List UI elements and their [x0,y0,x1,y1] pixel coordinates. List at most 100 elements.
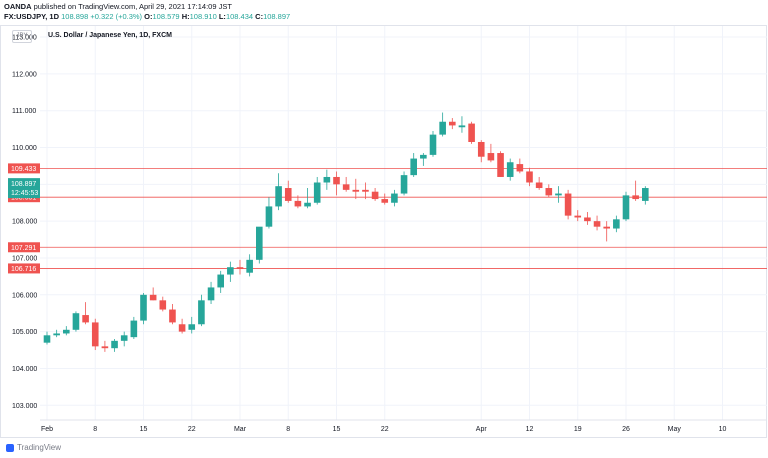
price-change: +0.322 (+0.3%) [90,12,143,21]
x-tick-label: 22 [188,426,196,433]
publish-details: published on TradingView.com, April 29, … [33,2,232,11]
footer-brand: TradingView [17,443,62,452]
candle-body [217,274,224,288]
level-tag-label: 107.291 [11,245,36,252]
candle-body [91,322,99,347]
candle-body [391,193,398,203]
candle-body [506,162,514,177]
level-tag [8,163,40,174]
candle-body [593,221,601,227]
candle-body [236,267,244,270]
high-label: H: [181,12,190,21]
y-axis: 113.000112.000111.000110.000109.000108.0… [12,35,37,410]
candle-body [487,153,495,161]
x-tick-label: 15 [333,426,341,433]
candle-body [477,141,485,157]
x-tick-label: Mar [234,426,247,433]
level-tag-label: 108.651 [11,195,36,202]
candle-body [381,199,389,203]
candle-body [130,320,138,338]
candle-body [400,175,408,194]
level-tag-label: 109.433 [11,166,36,173]
candle-body [149,294,157,301]
candle-body [43,335,51,343]
candle-body [429,134,437,155]
level-tag [8,242,40,253]
candle-body [362,189,369,192]
low-value: 108.434 [225,12,254,21]
price-tags: 109.433 108.651 107.291 106.716 108.897 12:45… [8,163,40,274]
x-tick-label: 8 [93,426,97,433]
low-label: L: [218,12,226,21]
candle-body [72,313,80,330]
level-tag-label: 106.716 [11,266,36,273]
candle-body [622,195,630,220]
candle-body [535,182,543,189]
close-value: 108.897 [263,12,291,21]
candle-body [420,154,427,159]
y-tick-label: 106.000 [12,292,37,299]
y-tick-label: 112.000 [12,71,37,78]
candle-body [410,158,417,176]
chart-title: U.S. Dollar / Japanese Yen, 1D, FXCM [48,32,172,39]
candle-body [169,309,176,323]
candles [43,112,649,352]
candle-body [275,186,282,207]
candle-body [458,125,466,128]
candle-body [564,193,572,216]
level-tag [8,263,40,274]
high-value: 108.910 [189,12,217,21]
y-tick-label: 113.000 [12,35,37,42]
candle-body [313,182,321,203]
current-price-label: 108.897 [11,181,36,188]
candle-body [526,171,533,183]
x-tick-label: Feb [41,426,53,433]
x-tick-label: 22 [381,426,389,433]
y-tick-label: 108.000 [12,219,37,226]
close-label: C: [255,12,264,21]
x-tick-label: 8 [286,426,290,433]
candle-body [265,206,273,227]
candle-body [497,153,504,177]
candle-body [439,121,446,135]
x-tick-label: 12 [526,426,534,433]
candle-body [188,324,196,330]
x-tick-label: Apr [476,426,488,433]
candle-body [342,184,350,190]
x-tick-label: May [668,426,682,433]
x-tick-label: 26 [622,426,630,433]
candle-body [613,219,620,229]
candle-body [449,121,456,126]
candle-body [304,202,311,207]
candle-body [371,191,379,200]
publisher-name: OANDA [4,2,32,11]
candle-body [82,315,89,323]
symbol-label: FX:USDJPY, 1D [4,12,60,21]
y-tick-label: 111.000 [12,108,36,115]
candle-body [111,340,118,349]
candle-body [294,200,302,207]
tradingview-footer[interactable]: TradingView [6,443,61,452]
x-tick-label: 10 [719,426,727,433]
candle-body [352,189,360,192]
y-tick-label: 103.000 [12,403,37,410]
y-tick-label: 110.000 [12,145,37,152]
candle-body [140,294,147,321]
candle-body [284,188,292,201]
candle-body [178,324,186,332]
currency-badge: JPY [12,30,32,43]
x-tick-label: 19 [574,426,582,433]
chart-border [0,25,767,438]
y-tick-label: 105.000 [12,329,37,336]
tradingview-logo-icon [6,443,14,452]
publish-info: OANDA published on TradingView.com, Apri… [4,2,232,11]
x-tick-label: 15 [140,426,148,433]
candle-body [323,176,331,183]
y-tick-label: 104.000 [12,366,37,373]
last-price: 108.898 [61,12,89,21]
candle-body [159,300,167,310]
open-value: 108.579 [152,12,180,21]
grid [40,26,767,420]
candle-body [632,195,639,200]
